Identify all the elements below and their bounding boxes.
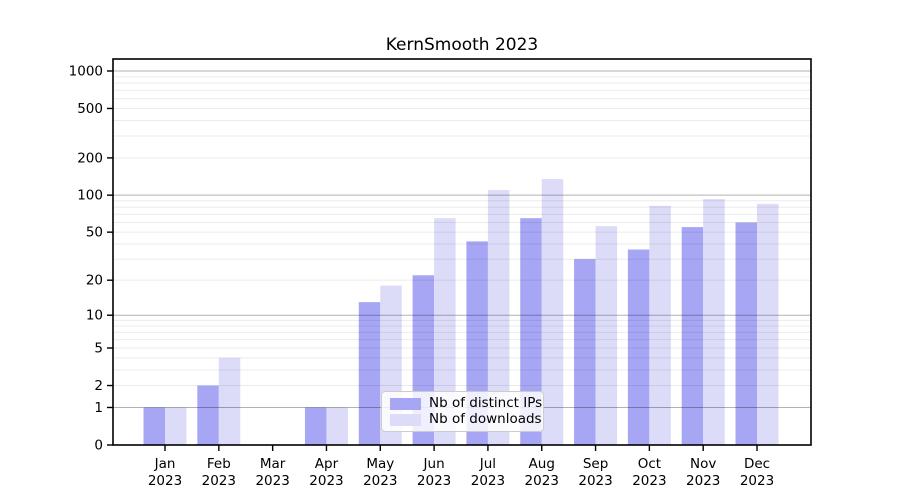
x-tick-label-year: 2023 [578, 473, 612, 489]
x-tick-label-year: 2023 [309, 473, 343, 489]
x-tick-label-month: Nov [690, 456, 716, 472]
x-tick-label-month: Jan [154, 456, 176, 472]
y-tick-label: 20 [86, 273, 103, 289]
x-tick-label-year: 2023 [740, 473, 774, 489]
x-tick-label-month: Feb [207, 456, 231, 472]
bar-ips-aug [520, 218, 542, 445]
y-tick-label: 5 [94, 341, 103, 357]
x-tick-label-month: Sep [583, 456, 608, 472]
x-tick-label-month: Jun [423, 456, 445, 472]
x-tick-label-year: 2023 [417, 473, 451, 489]
bar-ips-may [358, 302, 381, 445]
x-tick-label-month: Dec [744, 456, 770, 472]
legend-swatch-distinct-ips [390, 397, 421, 410]
y-tick-label: 1 [94, 400, 103, 416]
bar-ips-apr [304, 407, 327, 445]
bar-downloads-apr [326, 407, 348, 445]
bar-ips-feb [197, 385, 219, 445]
x-tick-label-year: 2023 [255, 473, 289, 489]
bar-downloads-nov [703, 199, 725, 445]
x-tick-label-month: Oct [638, 456, 661, 472]
x-tick-label-year: 2023 [471, 473, 505, 489]
bar-downloads-sep [595, 226, 618, 445]
y-tick-label: 2 [94, 378, 103, 394]
bar-ips-oct [627, 249, 650, 445]
x-tick-label-year: 2023 [525, 473, 559, 489]
axes-spines [112, 58, 812, 446]
bar-downloads-feb [218, 357, 241, 445]
x-tick-label-year: 2023 [686, 473, 720, 489]
bar-ips-jan [143, 407, 165, 445]
y-tick-label: 0 [94, 438, 103, 454]
x-tick-label-year: 2023 [202, 473, 236, 489]
bar-downloads-jan [165, 407, 187, 445]
legend-label: Nb of downloads [429, 411, 542, 427]
legend-item-distinct-ips: Nb of distinct IPs [390, 396, 542, 411]
chart-title: KernSmooth 2023 [385, 35, 539, 55]
bar-ips-nov [681, 227, 704, 445]
bar-downloads-jul [487, 190, 510, 445]
x-tick-label-year: 2023 [148, 473, 182, 489]
legend-item-downloads: Nb of downloads [390, 412, 542, 427]
bar-ips-sep [574, 259, 596, 445]
y-tick-label: 200 [77, 150, 103, 166]
x-tick-label-month: Mar [260, 456, 286, 472]
legend: Nb of distinct IPs Nb of downloads [381, 391, 544, 432]
bar-downloads-aug [541, 179, 564, 445]
x-tick-label-month: Apr [315, 456, 339, 472]
x-tick-label-year: 2023 [632, 473, 666, 489]
bar-ips-dec [735, 222, 758, 445]
y-tick-label: 1000 [69, 63, 103, 79]
x-tick-label-month: May [366, 456, 394, 472]
y-tick-label: 10 [86, 308, 103, 324]
y-tick-label: 50 [86, 225, 103, 241]
x-tick-label-month: Jul [479, 456, 496, 472]
x-tick-label-year: 2023 [363, 473, 397, 489]
bar-downloads-dec [757, 203, 779, 445]
bar-downloads-oct [649, 205, 671, 445]
y-tick-label: 100 [77, 188, 103, 204]
y-tick-label: 500 [77, 101, 103, 117]
legend-label: Nb of distinct IPs [429, 395, 543, 411]
legend-swatch-downloads [390, 413, 421, 426]
bar-downloads-jun [434, 218, 456, 445]
x-tick-label-month: Aug [529, 456, 555, 472]
